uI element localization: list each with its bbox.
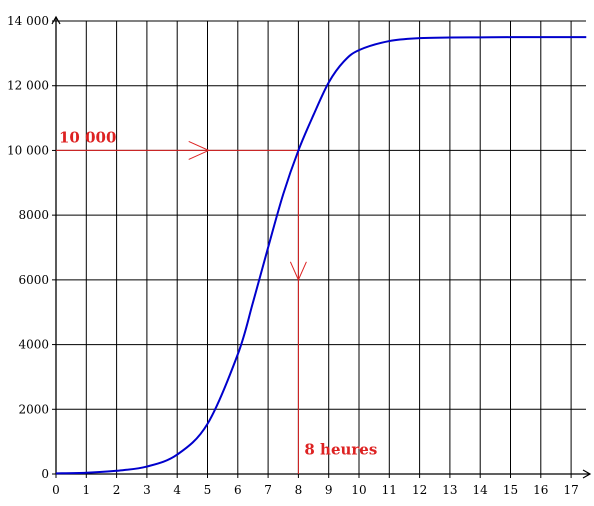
y-tick-label: 12 000 [7,79,49,93]
guide-arrow-down [289,261,307,282]
series-group [55,36,587,475]
x-tick-label: 7 [264,483,272,497]
y-tick-label: 0 [41,467,49,481]
y-tick-label: 8000 [18,208,49,222]
x-tick-label: 14 [473,483,489,497]
x-tick-label: 15 [503,483,518,497]
x-tick-label: 1 [82,483,90,497]
x-axis-arrow [582,469,592,479]
guide-lines [56,140,307,474]
guide-arrow-right [188,140,210,160]
x-tick-label: 17 [563,483,578,497]
series-line-0 [55,36,587,475]
y-axis-arrow [51,15,61,25]
x-tick-label: 10 [351,483,366,497]
x-tick-label: 12 [412,483,427,497]
y-tick-label: 6000 [18,273,49,287]
x-tick-label: 5 [204,483,212,497]
x-tick-label: 9 [325,483,333,497]
grid [56,20,586,474]
x-tick-label: 16 [533,483,548,497]
y-tick-label: 10 000 [7,143,49,157]
annotation-x-label: 8 heures [304,441,377,459]
axes [51,15,592,479]
x-tick-label: 0 [52,483,60,497]
x-tick-label: 2 [113,483,121,497]
x-tick-label: 13 [442,483,457,497]
x-tick-label: 4 [173,483,181,497]
y-tick-label: 4000 [18,338,49,352]
x-tick-label: 3 [143,483,151,497]
tick-labels: 0 1 2 3 4 5 6 7 8 9 10 11 12 13 14 15 16 1702000400060008… [7,14,579,497]
y-tick-label: 2000 [18,402,49,416]
y-tick-label: 14 000 [7,14,49,28]
x-tick-label: 8 [295,483,303,497]
x-tick-label: 6 [234,483,242,497]
annotation-y-label: 10 000 [59,128,116,146]
x-tick-label: 11 [382,483,397,497]
annotation-labels: 10 000 8 heures [59,128,377,458]
